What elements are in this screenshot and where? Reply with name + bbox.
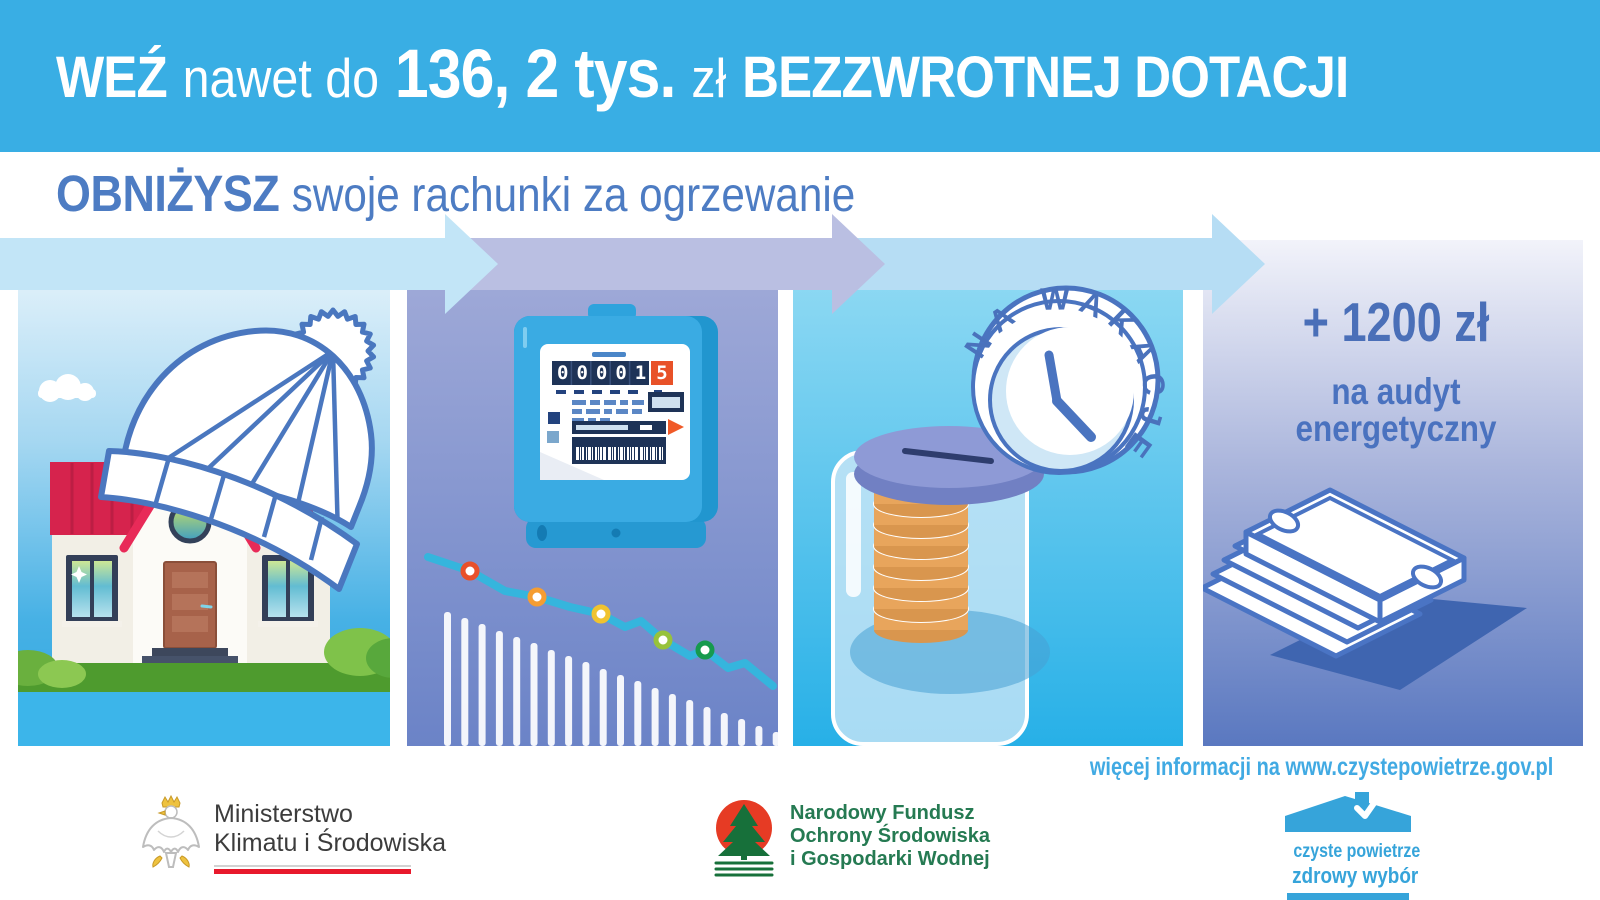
- energy-meter-icon: 00001 5: [514, 304, 718, 548]
- subtitle: OBNIŻYSZ swoje rachunki za ogrzewanie: [56, 164, 855, 223]
- panels-stage: 00001 5: [0, 214, 1583, 746]
- ministry-line2: Klimatu i Środowiska: [214, 829, 447, 857]
- door-icon: [163, 561, 217, 649]
- roof-check-icon: [1285, 792, 1411, 832]
- banner-word-nawetdo: nawet do: [182, 47, 380, 109]
- banner-amount: 136, 2 tys.: [394, 35, 677, 112]
- window-left-icon: [62, 555, 122, 627]
- top-banner: WEŹ nawet do 136, 2 tys. zł BEZZWROTNEJ …: [0, 0, 1600, 152]
- banner-word-dotacja: BEZZWROTNEJ DOTACJI: [742, 45, 1349, 110]
- polish-eagle-icon: [142, 794, 200, 868]
- cloud-icon: [38, 374, 96, 402]
- house-illustration: [18, 307, 390, 746]
- window-right-icon: [258, 555, 318, 627]
- orange-arrow-icon: [668, 419, 684, 435]
- meter-illustration: 00001 5: [424, 304, 778, 746]
- clock-coin-icon: NA WAKACJE: [957, 281, 1163, 475]
- more-info-url: więcej informacji na www.czystepowietrze…: [1089, 753, 1553, 781]
- logo-czyste-powietrze: czyste powietrze zdrowy wybór: [1283, 790, 1421, 900]
- czyste-line2: zdrowy wybór: [1292, 863, 1419, 888]
- arrow-2-icon: [407, 214, 885, 314]
- nfos-line3: i Gospodarki Wodnej: [790, 848, 990, 870]
- nfos-line2: Ochrony Środowiska: [790, 825, 991, 847]
- flag-stripe: [214, 865, 411, 874]
- bar-chart-decreasing: [444, 612, 778, 746]
- banner-word-zl: zł: [691, 47, 727, 109]
- nfos-line1: Narodowy Fundusz: [790, 802, 975, 824]
- banner-word-wez: WEŹ: [56, 45, 168, 110]
- arrow-1-icon: [0, 214, 498, 314]
- jar-lid-icon: [854, 426, 1044, 505]
- audit-panel: + 1200 zł na audyt energetyczny: [1203, 291, 1527, 690]
- audit-amount: + 1200 zł: [1303, 291, 1490, 353]
- czyste-line1: czyste powietrze: [1293, 841, 1421, 862]
- logo-ministry: Ministerstwo Klimatu i Środowiska: [138, 794, 446, 876]
- nfos-tree-icon: [714, 800, 774, 877]
- subtitle-rest: swoje rachunki za ogrzewanie: [291, 169, 856, 222]
- bushes: [18, 628, 390, 688]
- meter-digits: 00001: [557, 362, 654, 384]
- meter-last-digit: 5: [656, 362, 667, 384]
- arrow-3-icon: [807, 214, 1265, 314]
- audit-line1: na audyt: [1331, 372, 1461, 413]
- flow-arrows: [0, 214, 1265, 314]
- audit-line2: energetyczny: [1296, 409, 1497, 450]
- logo-nfosigw: Narodowy Fundusz Ochrony Środowiska i Go…: [710, 798, 990, 880]
- subtitle-bold: OBNIŻYSZ: [56, 165, 280, 222]
- trend-dots: [460, 561, 715, 660]
- banknotes-stack-icon: [1203, 487, 1527, 690]
- trend-line-down: [424, 553, 777, 690]
- savings-jar-illustration: NA WAKACJE: [831, 281, 1163, 746]
- winter-hat-icon: [98, 307, 377, 592]
- banner-headline: WEŹ nawet do 136, 2 tys. zł BEZZWROTNEJ …: [56, 34, 1349, 113]
- ministry-line1: Ministerstwo: [214, 800, 353, 828]
- czyste-bar: [1287, 893, 1409, 900]
